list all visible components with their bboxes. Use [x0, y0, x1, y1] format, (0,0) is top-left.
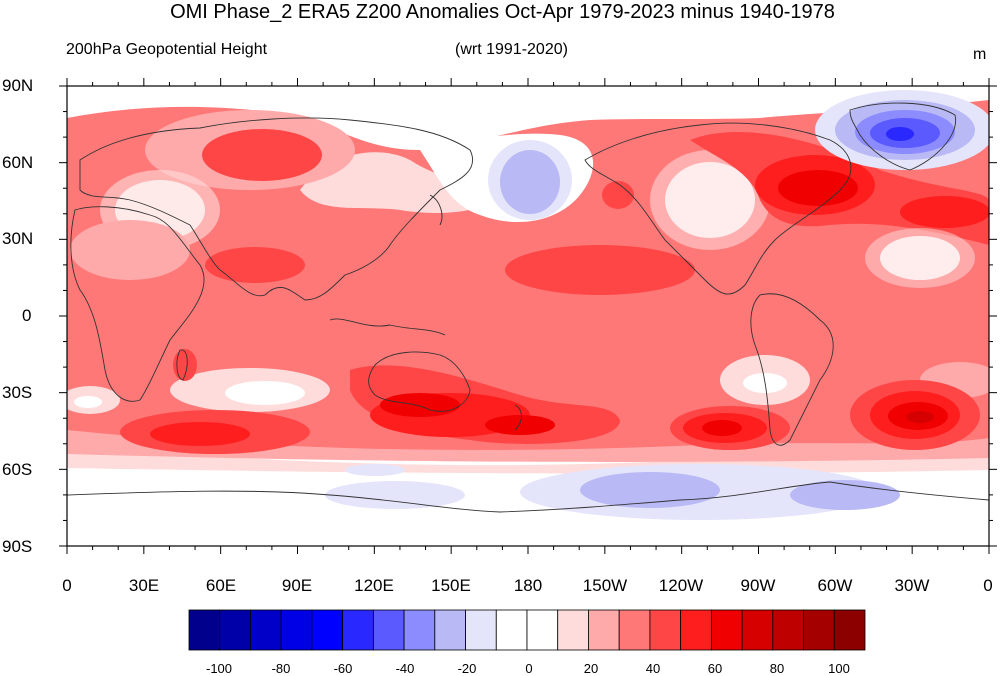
field-na-deep	[778, 170, 858, 206]
coast-north-america	[584, 122, 852, 295]
field-africa-light	[70, 220, 190, 280]
field-nz-deep	[485, 415, 555, 435]
colorbar-swatch	[495, 609, 528, 651]
colorbar	[188, 609, 866, 651]
colorbar-swatch	[250, 609, 282, 651]
lon-label-150w: 150W	[582, 576, 628, 595]
field-europe-high-core	[202, 129, 322, 181]
lon-label-30e: 30E	[128, 576, 160, 595]
colorbar-swatch	[803, 609, 835, 651]
colorbar-label: -20	[457, 661, 477, 676]
axis-ticks	[59, 78, 997, 554]
coast-nz	[514, 404, 522, 431]
field-madagascar-mid	[173, 349, 197, 381]
lat-label-60s: 60S	[2, 460, 33, 479]
colorbar-swatch	[710, 609, 743, 651]
colorbar-swatch	[772, 609, 804, 651]
field-safr-white	[74, 396, 102, 408]
colorbar-swatch	[219, 609, 251, 651]
colorbar-swatch	[680, 609, 712, 651]
field-satl-dark	[906, 411, 934, 423]
field-arctic-neg-core	[886, 127, 914, 141]
map-title: OMI Phase_2 ERA5 Z200 Anomalies Oct-Apr …	[170, 1, 835, 23]
coast-australia	[368, 351, 471, 412]
colorbar-swatch	[280, 609, 313, 651]
coast-antarctica	[67, 481, 989, 513]
lon-label-120e: 120E	[354, 576, 394, 595]
colorbar-swatch	[588, 609, 620, 651]
colorbar-swatch	[618, 609, 651, 651]
lon-label-180: 180	[513, 576, 543, 595]
colorbar-label: 0	[525, 661, 533, 676]
colorbar-swatch	[557, 609, 589, 651]
lon-label-60e: 60E	[205, 576, 237, 595]
colorbar-swatch	[311, 609, 344, 651]
coast-japan	[429, 194, 443, 226]
field-ant-neg2-light	[580, 472, 720, 508]
variable-label: 200hPa Geopotential Height	[66, 41, 268, 58]
colorbar-label: -100	[205, 661, 233, 676]
field-north-white	[67, 86, 989, 150]
lat-label-30s: 30S	[2, 383, 33, 402]
lon-label-0e: 0	[983, 576, 993, 595]
coast-south-america	[750, 293, 834, 446]
lon-label-60w: 60W	[817, 576, 853, 595]
colorbar-label: 20	[583, 661, 599, 676]
colorbar-label: 60	[707, 661, 723, 676]
field-asia-mid	[205, 247, 305, 283]
reference-period-label: (wrt 1991-2020)	[455, 41, 568, 58]
colorbar-label: -40	[395, 661, 415, 676]
colorbar-swatch	[833, 609, 866, 651]
colorbar-swatch	[403, 609, 436, 651]
colorbar-swatch	[741, 609, 774, 651]
field-sep-deep	[702, 420, 742, 436]
colorbar-label: 80	[769, 661, 785, 676]
colorbar-swatch	[649, 609, 682, 651]
colorbar-swatch	[434, 609, 466, 651]
field-sio-high-core	[150, 422, 250, 446]
colorbar-swatch	[465, 609, 497, 651]
lat-label-30n: 30N	[2, 229, 34, 248]
field-na-pale	[650, 150, 770, 250]
colorbar-swatch	[342, 609, 374, 651]
coast-africa	[70, 206, 205, 402]
field-ant-neg4	[345, 464, 405, 476]
colorbar-swatch	[526, 609, 559, 651]
field-pacific-mid	[505, 245, 695, 295]
lat-label-60n: 60N	[2, 153, 34, 172]
lat-label-90n: 90N	[2, 76, 34, 95]
coast-greenland	[849, 102, 957, 171]
colorbar-swatch	[372, 609, 405, 651]
field-atl-core	[900, 196, 989, 228]
lon-label-150e: 150E	[431, 576, 471, 595]
coastlines	[67, 102, 989, 513]
field-aus-deep	[380, 393, 460, 417]
lon-label-0w: 0	[62, 576, 72, 595]
lat-label-eq: 0	[22, 306, 32, 325]
field-ne-pacific-low-core	[500, 150, 560, 214]
field-ant-neg3-light	[790, 480, 900, 510]
colorbar-label: -80	[271, 661, 291, 676]
field-sio-white	[225, 381, 305, 405]
field-nw-pale	[300, 152, 500, 213]
coast-madagascar	[176, 349, 188, 381]
lon-label-30w: 30W	[894, 576, 930, 595]
units-label: m	[973, 46, 987, 63]
colorbar-label: 100	[828, 661, 850, 676]
field-pacific-spot	[602, 181, 634, 209]
field-ant-neg1	[325, 481, 465, 509]
field-atl-pale	[865, 228, 975, 288]
colorbar-label: -60	[333, 661, 353, 676]
colorbar-swatch	[188, 609, 221, 651]
field-south-light	[67, 430, 989, 462]
anomaly-field	[67, 86, 989, 546]
lat-label-90s: 90S	[2, 537, 33, 556]
coast-indonesia	[329, 318, 446, 336]
lon-label-90w: 90W	[740, 576, 776, 595]
colorbar-label: 40	[645, 661, 661, 676]
coast-eurasia	[79, 117, 474, 301]
lon-label-120w: 120W	[658, 576, 704, 595]
lon-label-90e: 90E	[281, 576, 313, 595]
